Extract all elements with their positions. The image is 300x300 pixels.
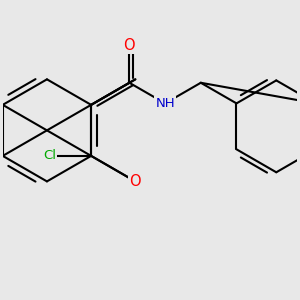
Text: NH: NH bbox=[155, 97, 175, 110]
Text: O: O bbox=[124, 38, 135, 53]
Text: O: O bbox=[130, 174, 141, 189]
Text: Cl: Cl bbox=[44, 149, 56, 162]
